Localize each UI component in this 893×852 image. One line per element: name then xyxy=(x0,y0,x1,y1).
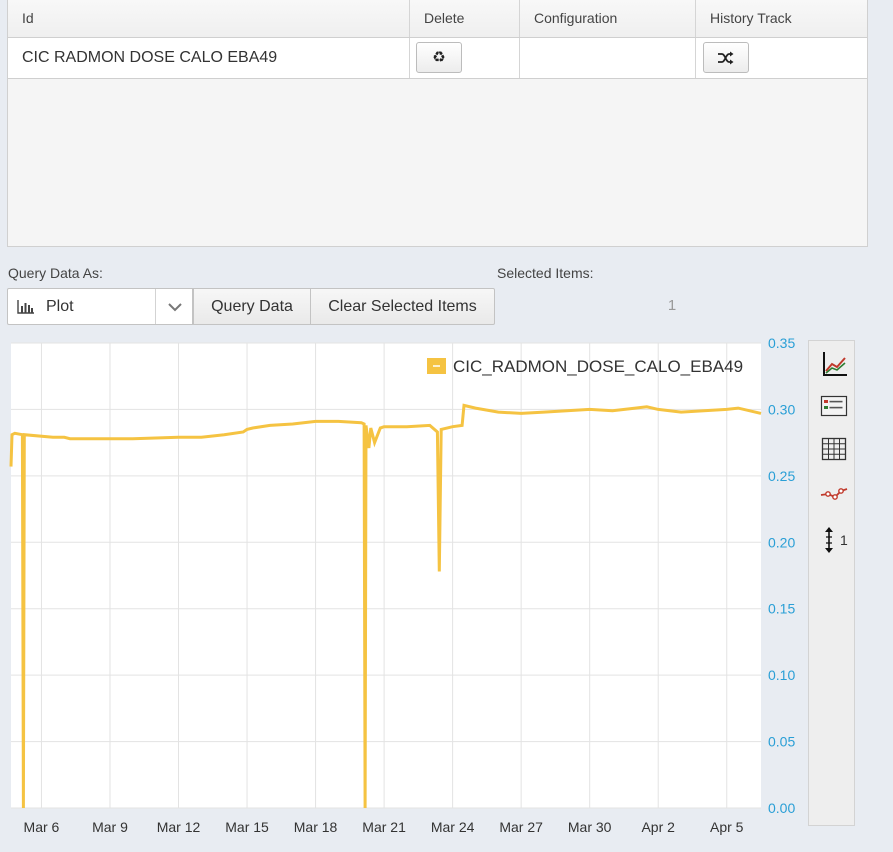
x-tick-label: Mar 6 xyxy=(24,819,60,835)
scale-value: 1 xyxy=(840,532,848,548)
query-type-select[interactable]: Plot xyxy=(7,288,193,325)
x-tick-label: Mar 24 xyxy=(431,819,475,835)
clear-selected-items-button[interactable]: Clear Selected Items xyxy=(310,288,495,325)
series-layer xyxy=(9,403,762,809)
history-track-cell xyxy=(695,38,869,78)
column-header-delete[interactable]: Delete xyxy=(409,0,519,37)
legend-icon[interactable] xyxy=(819,391,849,421)
grid-lines xyxy=(11,342,761,809)
delete-button[interactable]: ♻ xyxy=(416,42,462,73)
delete-cell: ♻ xyxy=(409,38,519,78)
chart-toolbar: 1 xyxy=(808,340,855,826)
trend-markers-icon[interactable] xyxy=(819,477,849,507)
x-axis-ticks: Mar 6 Mar 9 Mar 12 Mar 15 Mar 18 Mar 21 Mar 24… xyxy=(24,819,744,835)
item-id-cell: CIC RADMON DOSE CALO EBA49 xyxy=(22,49,278,66)
column-header-history-track[interactable]: History Track xyxy=(695,0,869,37)
history-track-button[interactable] xyxy=(703,42,749,73)
table-header: Id Delete Configuration History Track xyxy=(8,0,867,38)
plot-area[interactable] xyxy=(11,343,761,808)
vertical-resize-icon[interactable] xyxy=(821,525,837,555)
recycle-icon: ♻ xyxy=(432,49,446,66)
table-row[interactable]: CIC RADMON DOSE CALO EBA49 ♻ xyxy=(8,38,867,79)
x-tick-label: Mar 18 xyxy=(294,819,338,835)
y-axis-ticks: 0.00 0.05 0.10 0.15 0.20 0.25 0.30 0.35 xyxy=(768,335,795,816)
shuffle-icon xyxy=(718,51,734,65)
column-header-configuration[interactable]: Configuration xyxy=(519,0,695,37)
selected-items-count: 1 xyxy=(667,297,677,314)
query-type-value: Plot xyxy=(46,298,74,315)
x-tick-label: Apr 2 xyxy=(641,819,675,835)
line-chart-icon[interactable] xyxy=(819,349,849,379)
x-tick-label: Mar 15 xyxy=(225,819,269,835)
chart-legend[interactable]: CIC_RADMON_DOSE_CALO_EBA49 xyxy=(427,357,743,376)
y-tick-label: 0.25 xyxy=(768,468,795,484)
x-tick-label: Mar 21 xyxy=(362,819,406,835)
y-tick-label: 0.05 xyxy=(768,734,795,750)
y-tick-label: 0.35 xyxy=(768,335,795,351)
y-tick-label: 0.00 xyxy=(768,800,795,816)
y-tick-label: 0.10 xyxy=(768,667,795,683)
y-tick-label: 0.30 xyxy=(768,401,795,417)
x-tick-label: Apr 5 xyxy=(710,819,744,835)
chevron-down-icon[interactable] xyxy=(167,302,183,312)
x-tick-label: Mar 30 xyxy=(568,819,612,835)
bar-chart-icon xyxy=(17,300,34,314)
grid-icon[interactable] xyxy=(819,434,849,464)
select-divider xyxy=(155,289,156,324)
column-header-id[interactable]: Id xyxy=(22,10,34,26)
selected-items-label: Selected Items: xyxy=(497,265,594,281)
x-tick-label: Mar 27 xyxy=(499,819,543,835)
legend-label: CIC_RADMON_DOSE_CALO_EBA49 xyxy=(453,357,743,376)
series-line-0[interactable] xyxy=(9,403,762,809)
configuration-cell xyxy=(519,38,695,78)
x-tick-label: Mar 9 xyxy=(92,819,128,835)
selected-items-table: Id Delete Configuration History Track CI… xyxy=(7,0,868,247)
x-tick-label: Mar 12 xyxy=(157,819,201,835)
query-data-as-label: Query Data As: xyxy=(8,265,103,281)
y-tick-label: 0.20 xyxy=(768,534,795,550)
y-tick-label: 0.15 xyxy=(768,601,795,617)
